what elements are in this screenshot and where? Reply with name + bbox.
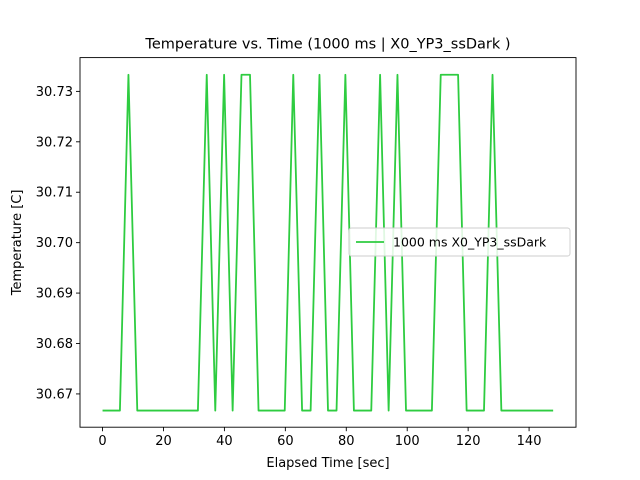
x-tick-label: 20 bbox=[155, 434, 172, 449]
y-tick-label: 30.72 bbox=[36, 135, 73, 150]
x-tick-label: 120 bbox=[456, 434, 481, 449]
y-tick-label: 30.67 bbox=[36, 387, 73, 402]
y-axis-label: Temperature [C] bbox=[10, 190, 25, 297]
x-tick-label: 60 bbox=[277, 434, 294, 449]
x-axis: 0 20 40 60 80 100 120 140 bbox=[98, 427, 541, 449]
x-tick-label: 40 bbox=[216, 434, 233, 449]
y-tick-label: 30.70 bbox=[36, 236, 73, 251]
x-tick-label: 0 bbox=[98, 434, 106, 449]
x-tick-label: 100 bbox=[395, 434, 420, 449]
legend-label: 1000 ms X0_YP3_ssDark bbox=[393, 235, 547, 250]
x-tick-label: 80 bbox=[338, 434, 355, 449]
legend-box bbox=[348, 227, 571, 257]
y-axis: 30.67 30.68 30.69 30.70 30.71 30.72 30.73 bbox=[36, 85, 80, 402]
x-axis-label: Elapsed Time [sec] bbox=[266, 456, 389, 471]
y-tick-label: 30.68 bbox=[36, 337, 73, 352]
y-tick-label: 30.69 bbox=[36, 287, 73, 302]
legend: 1000 ms X0_YP3_ssDark bbox=[348, 227, 571, 257]
chart-title: Temperature vs. Time (1000 ms | X0_YP3_s… bbox=[144, 37, 510, 53]
y-tick-label: 30.71 bbox=[36, 186, 73, 201]
x-tick-label: 140 bbox=[517, 434, 542, 449]
y-tick-label: 30.73 bbox=[36, 85, 73, 100]
